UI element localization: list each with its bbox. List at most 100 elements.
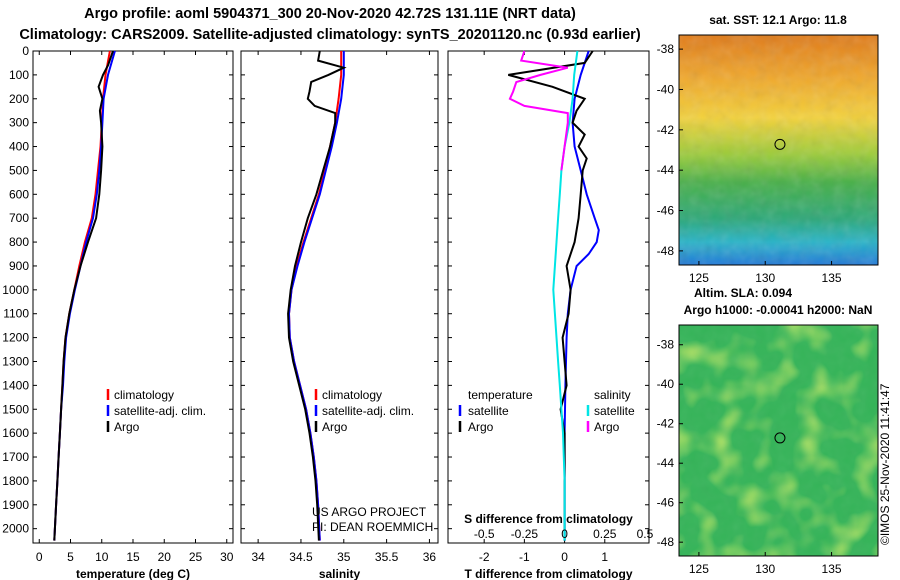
top-xlabel-difference: S difference from climatology bbox=[464, 512, 633, 526]
ytick-label: 1800 bbox=[2, 474, 29, 488]
ytick-label: 2000 bbox=[2, 522, 29, 536]
ytick-label: 1700 bbox=[2, 450, 29, 464]
xtick-label: 0 bbox=[561, 550, 568, 564]
sla-map-subtitle: Argo h1000: -0.00041 h2000: NaN bbox=[684, 303, 873, 317]
figure-title-line1: Argo profile: aoml 5904371_300 20-Nov-20… bbox=[84, 6, 576, 22]
map-xtick-label: 135 bbox=[822, 271, 842, 285]
xtick-label: 0 bbox=[36, 550, 43, 564]
top-xtick-label: -0.25 bbox=[511, 527, 539, 541]
map-xtick-label: 125 bbox=[689, 271, 709, 285]
plot-frame-difference bbox=[447, 50, 650, 544]
ytick-label: 500 bbox=[9, 163, 29, 177]
profile-location-marker bbox=[774, 138, 786, 150]
legend-label: satellite-adj. clim. bbox=[114, 404, 206, 418]
ytick-label: 1900 bbox=[2, 498, 29, 512]
series-line-difference-argo bbox=[508, 50, 594, 541]
xlabel-temperature: temperature (deg C) bbox=[76, 567, 190, 580]
xtick-label: -2 bbox=[479, 550, 490, 564]
map-xtick-label: 125 bbox=[689, 562, 709, 576]
legend-label: climatology bbox=[322, 388, 382, 402]
top-xtick-label: 0 bbox=[561, 527, 568, 541]
map-ytick-label: -46 bbox=[657, 496, 675, 510]
legend-label: satellite bbox=[468, 404, 509, 418]
top-xtick-label: 0.5 bbox=[637, 527, 654, 541]
legend-label: climatology bbox=[114, 388, 174, 402]
legend-label: Argo bbox=[322, 420, 348, 434]
ytick-label: 1500 bbox=[2, 402, 29, 416]
map-xtick-label: 130 bbox=[755, 562, 775, 576]
map-sla_map bbox=[679, 325, 878, 556]
xlabel-difference: T difference from climatology bbox=[464, 567, 632, 580]
map-ytick-label: -42 bbox=[657, 417, 675, 431]
map-ytick-label: -44 bbox=[657, 456, 675, 470]
ytick-label: 1300 bbox=[2, 354, 29, 368]
legend-label: satellite bbox=[594, 404, 635, 418]
xtick-label: 10 bbox=[95, 550, 109, 564]
map-ytick-label: -44 bbox=[657, 163, 675, 177]
xtick-label: 36 bbox=[423, 550, 437, 564]
xtick-label: 35 bbox=[337, 550, 351, 564]
ytick-label: 1000 bbox=[2, 283, 29, 297]
xlabel-salinity: salinity bbox=[319, 567, 361, 580]
legend-label: satellite-adj. clim. bbox=[322, 404, 414, 418]
series-line-salinity-argo bbox=[287, 50, 347, 541]
legend-title-temperature: temperature bbox=[468, 388, 533, 402]
copyright-label: ©IMOS 25-Nov-2020 11:41:47 bbox=[878, 383, 892, 545]
legend-label: Argo bbox=[468, 420, 494, 434]
figure-title-line2: Climatology: CARS2009. Satellite-adjuste… bbox=[19, 27, 641, 43]
map-ytick-label: -38 bbox=[657, 338, 675, 352]
plot-frame-temperature bbox=[32, 50, 234, 544]
series-line-difference-satellite bbox=[552, 50, 579, 541]
series-line-difference-argo bbox=[508, 50, 569, 171]
ytick-label: 700 bbox=[9, 211, 29, 225]
top-xtick-label: 0.25 bbox=[593, 527, 617, 541]
credit-line2: PI: DEAN ROEMMICH bbox=[312, 520, 433, 534]
xtick-label: 5 bbox=[67, 550, 74, 564]
xtick-label: 15 bbox=[126, 550, 140, 564]
ytick-label: 100 bbox=[9, 68, 29, 82]
map-xtick-label: 130 bbox=[755, 271, 775, 285]
ytick-label: 1600 bbox=[2, 426, 29, 440]
sla-texture bbox=[679, 325, 878, 556]
legend-label: Argo bbox=[594, 420, 620, 434]
ytick-label: 0 bbox=[22, 44, 29, 58]
profile-location-marker bbox=[774, 432, 786, 444]
xtick-label: -1 bbox=[519, 550, 530, 564]
map-ytick-label: -48 bbox=[657, 535, 675, 549]
plot-frame-salinity bbox=[240, 50, 439, 544]
xtick-label: 35.5 bbox=[375, 550, 399, 564]
map-ytick-label: -40 bbox=[657, 377, 675, 391]
xtick-label: 20 bbox=[158, 550, 172, 564]
xtick-label: 1 bbox=[601, 550, 608, 564]
ytick-label: 900 bbox=[9, 259, 29, 273]
sst-texture bbox=[679, 35, 878, 265]
xtick-label: 25 bbox=[189, 550, 203, 564]
ytick-label: 1400 bbox=[2, 378, 29, 392]
sla-map-title: Altim. SLA: 0.094 bbox=[694, 286, 792, 300]
series-line-temperature-argo bbox=[53, 50, 114, 541]
sst-map-title: sat. SST: 12.1 Argo: 11.8 bbox=[709, 13, 847, 27]
ytick-label: 300 bbox=[9, 116, 29, 130]
xtick-label: 30 bbox=[220, 550, 234, 564]
series-line-temperature-satellite-adj--clim- bbox=[53, 50, 116, 541]
ytick-label: 1100 bbox=[3, 307, 29, 321]
map-ytick-label: -40 bbox=[657, 82, 675, 96]
ytick-label: 400 bbox=[9, 140, 29, 154]
map-ytick-label: -48 bbox=[657, 244, 675, 258]
map-frame-sla_map bbox=[678, 324, 879, 557]
legend-title-salinity: salinity bbox=[594, 388, 631, 402]
xtick-label: 34 bbox=[251, 550, 265, 564]
map-ytick-label: -38 bbox=[657, 42, 675, 56]
top-xtick-label: -0.5 bbox=[474, 527, 495, 541]
xtick-label: 34.5 bbox=[289, 550, 313, 564]
map-frame-sst_map bbox=[678, 34, 879, 266]
ytick-label: 200 bbox=[9, 92, 29, 106]
credit-line1: US ARGO PROJECT bbox=[312, 505, 427, 519]
map-sst_map bbox=[679, 35, 878, 265]
map-xtick-label: 135 bbox=[822, 562, 842, 576]
ytick-label: 600 bbox=[9, 187, 29, 201]
map-ytick-label: -46 bbox=[657, 204, 675, 218]
ytick-label: 800 bbox=[9, 235, 29, 249]
map-ytick-label: -42 bbox=[657, 123, 675, 137]
